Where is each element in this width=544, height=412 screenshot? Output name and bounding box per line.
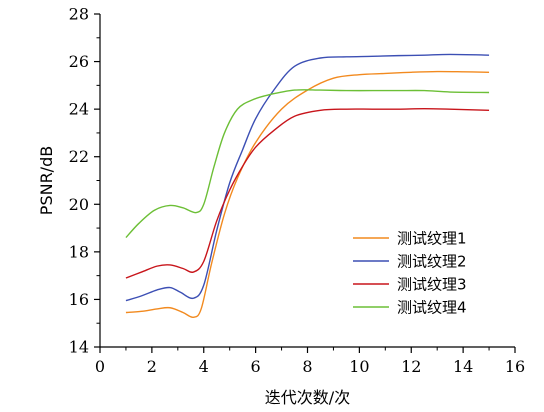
y-tick-label: 20 [69,195,89,214]
x-tick-label: 8 [302,357,312,376]
x-tick-label: 12 [401,357,421,376]
legend: 测试纹理1 测试纹理2 测试纹理3 测试纹理4 [353,230,467,317]
x-tick-label: 16 [505,357,525,376]
legend-label-4: 测试纹理4 [397,299,467,317]
x-tick-label: 14 [453,357,473,376]
x-tick-label: 10 [349,357,369,376]
x-tick-label: 0 [95,357,105,376]
y-tick-label: 14 [69,338,89,357]
x-axis-title: 迭代次数/次 [265,388,350,407]
y-axis-title: PSNR/dB [37,146,56,215]
legend-label-3: 测试纹理3 [397,276,467,294]
x-axis: 0 2 4 6 8 10 12 14 16 [95,347,525,376]
x-tick-label: 2 [147,357,157,376]
y-tick-label: 26 [69,52,89,71]
legend-label-1: 测试纹理1 [397,230,467,248]
y-tick-label: 18 [69,242,89,261]
y-tick-label: 22 [69,147,89,166]
y-tick-label: 24 [69,100,89,119]
x-tick-label: 4 [199,357,209,376]
series-line-2 [125,53,490,302]
series-line-4 [125,89,490,239]
y-tick-label: 28 [69,5,89,24]
series-layer [125,53,490,318]
y-axis: 14 16 18 20 22 24 26 28 [69,5,100,357]
x-tick-label: 6 [251,357,261,376]
series-line-3 [125,107,490,279]
legend-label-2: 测试纹理2 [397,253,467,271]
plot-frame [99,14,515,348]
y-tick-label: 16 [69,290,89,309]
